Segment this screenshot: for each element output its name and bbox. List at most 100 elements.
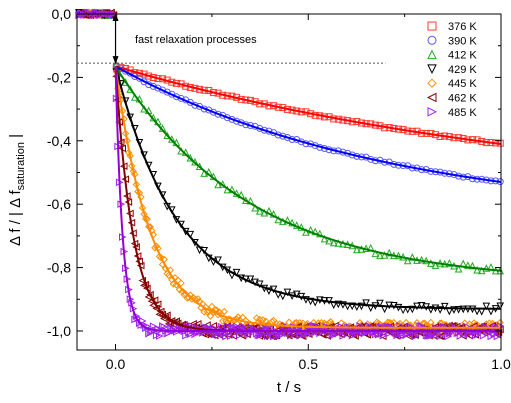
data-point [325, 236, 333, 245]
data-point [287, 331, 295, 340]
data-point [374, 330, 383, 339]
y-tick-label: -0,4 [47, 133, 71, 149]
annotation-arrow-head-bottom [112, 56, 119, 65]
data-point [454, 264, 463, 273]
data-point [233, 322, 241, 331]
data-point [220, 330, 229, 338]
y-axis-label: Δ f / | Δ fsaturation | [7, 134, 27, 246]
data-point [339, 301, 347, 309]
legend-marker [426, 92, 437, 103]
data-point [334, 239, 343, 247]
data-point [193, 320, 202, 328]
data-point [402, 331, 411, 339]
data-point [185, 293, 193, 302]
data-point [445, 259, 454, 267]
data-point [479, 331, 488, 340]
data-point [408, 253, 417, 261]
y-axis-label-sub: saturation [15, 142, 27, 190]
fit-curve-0 [115, 65, 502, 145]
data-point [417, 302, 426, 310]
data-point [456, 332, 465, 340]
x-tick-label: 0.5 [299, 356, 319, 372]
fit-curve-1 [115, 65, 502, 183]
fit-curve-3 [114, 66, 501, 310]
data-point [396, 319, 404, 328]
data-point [255, 280, 264, 289]
data-point [172, 93, 180, 101]
data-point [209, 322, 217, 330]
data-point [220, 307, 228, 316]
data-point [320, 234, 329, 243]
legend: 376 K 390 K 412 K 429 K 445 K 462 K 485 K [426, 21, 477, 119]
data-point [232, 268, 241, 277]
data-point [393, 331, 402, 340]
legend-label: 390 K [448, 35, 477, 47]
data-point [214, 180, 222, 189]
data-point [154, 84, 162, 92]
data-point [200, 169, 209, 177]
data-point [251, 278, 259, 287]
data-point [191, 330, 200, 339]
data-point [159, 86, 167, 94]
annotation-group: fast relaxation processes [77, 13, 386, 65]
data-point [496, 302, 505, 311]
data-point [126, 113, 135, 122]
data-point [256, 331, 264, 340]
data-point [157, 253, 165, 262]
data-point [362, 299, 370, 308]
data-point [223, 322, 232, 331]
annotation-arrow-head-top [112, 13, 119, 21]
data-point [141, 214, 150, 223]
y-tick-label: -0,2 [47, 69, 71, 85]
data-point [334, 300, 343, 309]
legend-marker [427, 35, 437, 45]
fit-curve-6 [114, 66, 501, 332]
data-point [194, 295, 202, 303]
data-point [493, 332, 502, 341]
data-point [155, 332, 164, 340]
x-axis-label: t / s [277, 379, 301, 396]
data-point [385, 248, 394, 257]
data-point [482, 302, 491, 311]
chart-axes: 0.0 0.5 1.0 0,0 -0,2 -0,4 -0,6 -0,8 -1,0 [47, 6, 511, 372]
data-point [218, 317, 227, 325]
legend-label: 462 K [448, 93, 477, 105]
legend-marker [427, 49, 437, 60]
data-point [390, 301, 398, 310]
data-point [379, 331, 388, 340]
data-point [468, 261, 477, 270]
data-point [255, 206, 264, 215]
data-point [214, 331, 223, 340]
data-point [302, 296, 310, 304]
data-point [357, 302, 366, 311]
legend-label: 412 K [448, 50, 477, 62]
data-point [138, 276, 147, 285]
data-point [283, 288, 292, 297]
annotation-text: fast relaxation processes [135, 34, 257, 46]
legend-label: 445 K [448, 78, 477, 90]
data-point [445, 330, 454, 338]
data-point [124, 148, 133, 157]
data-point [277, 331, 286, 339]
data-point [415, 329, 423, 338]
data-point [436, 332, 445, 341]
data-point [265, 287, 273, 295]
data-point [351, 332, 359, 340]
y-tick-label: -1,0 [47, 323, 71, 339]
y-axis-label-tail: | [7, 134, 24, 142]
data-point [214, 256, 222, 265]
data-point [371, 249, 380, 258]
legend-label: 376 K [448, 21, 477, 33]
data-point [436, 306, 444, 314]
legend-marker [427, 64, 437, 75]
fit-curve-4 [114, 66, 501, 329]
data-point [131, 72, 139, 80]
data-point [77, 9, 86, 17]
data-point [329, 238, 338, 247]
data-point [153, 300, 162, 308]
data-point [269, 316, 278, 325]
y-axis-label-main: Δ f / | Δ f [7, 190, 24, 246]
data-point [146, 328, 155, 337]
data-point [206, 312, 215, 320]
data-point [403, 256, 412, 265]
